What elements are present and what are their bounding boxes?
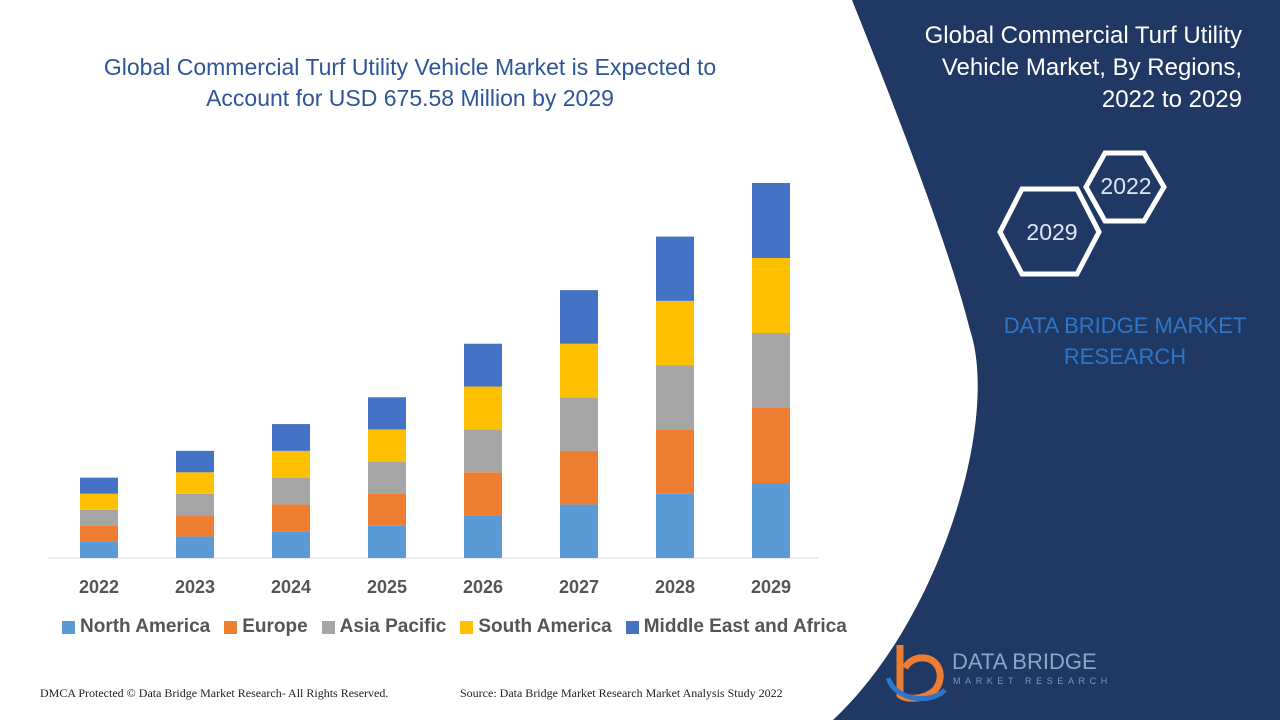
bar-segment: [656, 236, 694, 301]
legend: North America Europe Asia Pacific South Ame…: [62, 616, 847, 638]
bar-segment: [656, 493, 694, 558]
panel-title: Global Commercial Turf Utility Vehicle M…: [924, 22, 1242, 113]
x-tick-label: 2022: [79, 577, 119, 597]
bar-segment: [560, 450, 598, 505]
legend-label: Europe: [242, 616, 308, 637]
bar-segment: [176, 536, 214, 558]
legend-item: Middle East and Africa: [625, 616, 847, 638]
bar-segment: [368, 461, 406, 494]
logo-text: DATA BRIDGE: [952, 649, 1097, 674]
bar-segment: [752, 408, 790, 483]
bar-segment: [752, 258, 790, 333]
bar-segment: [752, 483, 790, 558]
bar-segment: [752, 333, 790, 408]
legend-label: Middle East and Africa: [643, 616, 847, 637]
x-tick-label: 2025: [367, 577, 407, 597]
legend-label: South America: [478, 616, 612, 637]
bar-segment: [560, 290, 598, 344]
bar-segment: [80, 541, 118, 558]
legend-swatch: [460, 620, 474, 634]
x-tick-label: 2028: [655, 577, 695, 597]
right-panel: [833, 0, 1280, 720]
legend-item: Europe: [224, 616, 308, 638]
bar-segment: [560, 397, 598, 451]
bar-segment: [656, 300, 694, 366]
legend-label: Asia Pacific: [339, 616, 447, 637]
hex-2029-icon: [997, 186, 1102, 277]
bar-segment: [176, 450, 214, 473]
legend-swatch: [321, 620, 335, 634]
bar-segment: [560, 504, 598, 558]
bar-segment: [272, 450, 310, 478]
bar-segment: [656, 429, 694, 494]
bar-segment: [272, 504, 310, 532]
bar-segment: [80, 477, 118, 494]
legend-swatch: [62, 620, 75, 634]
bar-segment: [464, 386, 502, 430]
brand-name: DATA BRIDGE MARKET RESEARCH: [1003, 313, 1247, 369]
legend-label: North America: [80, 616, 211, 637]
x-tick-label: 2029: [751, 577, 791, 597]
bar-segment: [80, 525, 118, 542]
logo-subtext: MARKET RESEARCH: [953, 676, 1112, 686]
x-tick-label: 2026: [463, 577, 503, 597]
legend-item: South America: [460, 616, 612, 638]
bar-segment: [176, 472, 214, 494]
bar-segment: [752, 183, 790, 258]
hex-end-year: 2029: [1026, 219, 1078, 245]
bar-segment: [464, 515, 502, 558]
bar-segment: [368, 397, 406, 430]
legend-item: Asia Pacific: [321, 616, 447, 638]
bar-segment: [272, 531, 310, 558]
x-tick-label: 2024: [271, 577, 311, 597]
bar-segment: [80, 493, 118, 510]
bar-segment: [464, 429, 502, 473]
bar-segment: [272, 424, 310, 451]
bar-segment: [368, 493, 406, 526]
bar-segment: [368, 429, 406, 462]
x-tick-label: 2023: [175, 577, 215, 597]
bar-segment: [176, 515, 214, 537]
x-tick-label: 2027: [559, 577, 599, 597]
bar-segment: [80, 509, 118, 526]
bar-segment: [656, 365, 694, 430]
legend-swatch: [224, 620, 238, 634]
chart-title: Global Commercial Turf Utility Vehicle M…: [103, 54, 717, 111]
bar-segment: [560, 343, 598, 398]
bar-segment: [368, 525, 406, 558]
bar-segment: [272, 477, 310, 505]
bar-segment: [464, 343, 502, 387]
hex-start-year: 2022: [1100, 173, 1152, 199]
copyright-text: DMCA Protected © Data Bridge Market Rese…: [40, 686, 389, 700]
bar-segment: [464, 472, 502, 516]
logo-icon: [885, 645, 947, 702]
hex-2022-icon: [1083, 150, 1167, 224]
source-text: Source: Data Bridge Market Research Mark…: [460, 686, 783, 700]
legend-swatch: [625, 620, 639, 634]
legend-item: North America: [62, 616, 210, 638]
bar-segment: [176, 493, 214, 516]
